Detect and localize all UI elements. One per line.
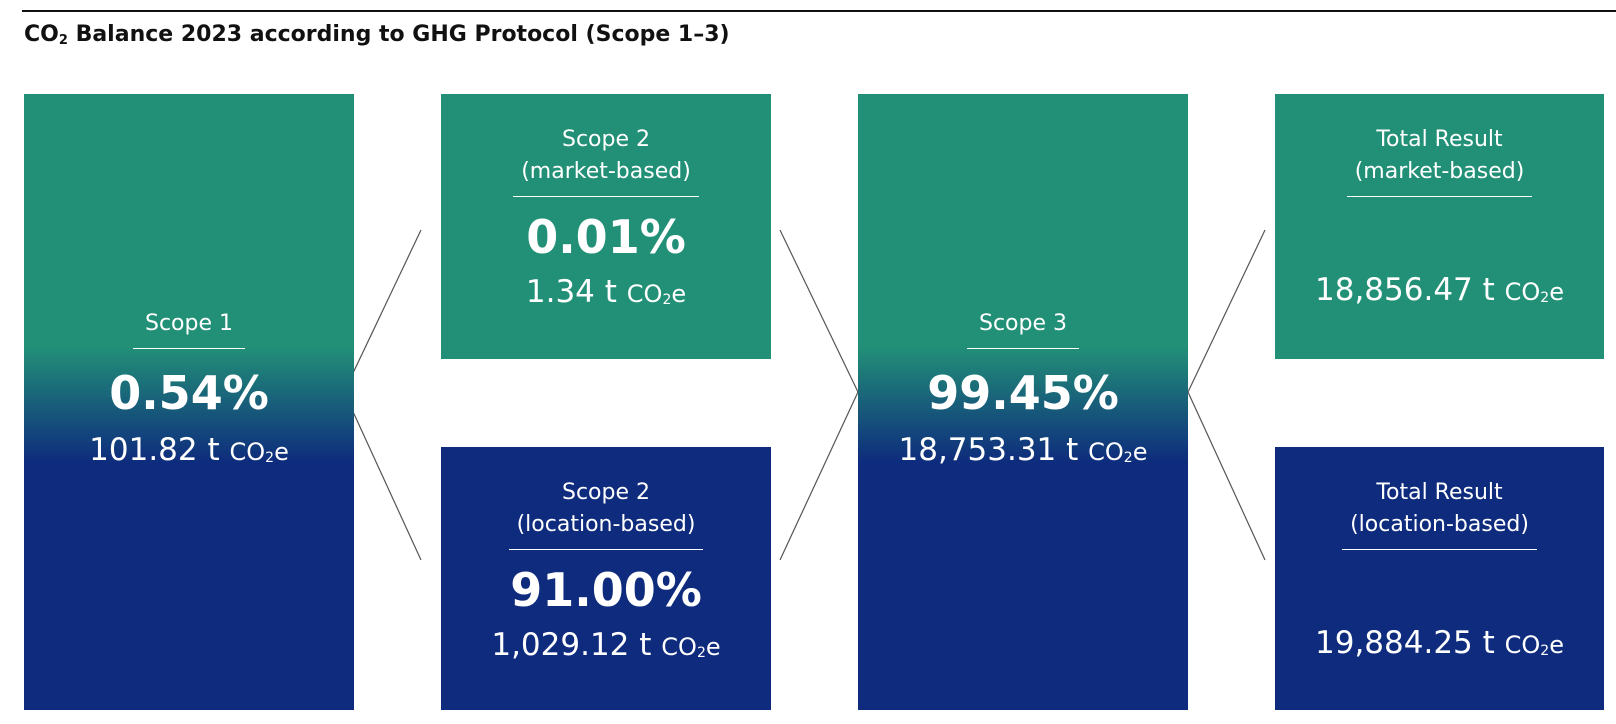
- unit-label: CO2e: [661, 633, 721, 661]
- total-location-amount: 19,884.25 t CO2e: [1315, 625, 1564, 661]
- scope2-market-percent: 0.01%: [526, 210, 686, 264]
- scope2-market-label-wrap: Scope 2 (market-based): [513, 124, 699, 197]
- scope2-location-label-wrap: Scope 2 (location-based): [508, 477, 704, 550]
- total-location-label-wrap: Total Result (location-based): [1342, 477, 1537, 550]
- scope2-location-label-line1: Scope 2: [561, 480, 650, 505]
- total-market-label-line2: (market-based): [1354, 159, 1525, 184]
- total-market-box: Total Result (market-based) 18,856.47 t …: [1275, 94, 1604, 359]
- top-rule: [22, 10, 1616, 12]
- scope3-percent: 99.45%: [927, 366, 1119, 420]
- connector-scope3-to-total-market: [1187, 229, 1266, 393]
- scope2-location-amount: 1,029.12 t CO2e: [491, 627, 721, 663]
- scope2-location-box: Scope 2 (location-based) 91.00% 1,029.12…: [441, 447, 771, 710]
- connector-scope1-to-location: [343, 391, 422, 561]
- scope1-percent: 0.54%: [109, 366, 269, 420]
- scope2-market-amount: 1.34 t CO2e: [525, 274, 687, 310]
- total-market-amount: 18,856.47 t CO2e: [1315, 272, 1564, 308]
- scope3-label-wrap: Scope 3: [966, 308, 1079, 349]
- scope3-amount: 18,753.31 t CO2e: [898, 432, 1148, 468]
- total-location-label-line1: Total Result: [1376, 480, 1503, 505]
- scope2-location-label-line2: (location-based): [516, 512, 696, 537]
- unit-label: CO2e: [626, 280, 687, 308]
- connector-market-to-scope3: [779, 229, 859, 393]
- total-location-box: Total Result (location-based) 19,884.25 …: [1275, 447, 1604, 710]
- page-title: CO2 Balance 2023 according to GHG Protoc…: [24, 22, 730, 48]
- scope1-amount: 101.82 t CO2e: [89, 432, 289, 468]
- unit-label: CO2e: [1504, 278, 1564, 306]
- scope2-market-label-line2: (market-based): [521, 159, 691, 184]
- scope2-market-label-line1: Scope 2: [561, 127, 650, 152]
- scope3-box: Scope 3 99.45% 18,753.31 t CO2e: [858, 94, 1188, 710]
- total-location-label-line2: (location-based): [1350, 512, 1529, 537]
- scope1-label: Scope 1: [144, 311, 233, 336]
- scope1-box: Scope 1 0.54% 101.82 t CO2e: [24, 94, 354, 710]
- connector-scope3-to-total-location: [1187, 391, 1266, 561]
- connector-location-to-scope3: [779, 391, 859, 561]
- scope1-label-wrap: Scope 1: [132, 308, 245, 349]
- total-market-label-line1: Total Result: [1376, 127, 1503, 152]
- unit-label: CO2e: [1504, 631, 1564, 659]
- total-market-label-wrap: Total Result (market-based): [1346, 124, 1533, 197]
- unit-label: CO2e: [1088, 438, 1148, 466]
- scope3-label: Scope 3: [978, 311, 1067, 336]
- connector-scope1-to-market: [343, 229, 422, 393]
- unit-label: CO2e: [229, 438, 289, 466]
- scope2-location-percent: 91.00%: [510, 563, 702, 617]
- scope2-market-box: Scope 2 (market-based) 0.01% 1.34 t CO2e: [441, 94, 771, 359]
